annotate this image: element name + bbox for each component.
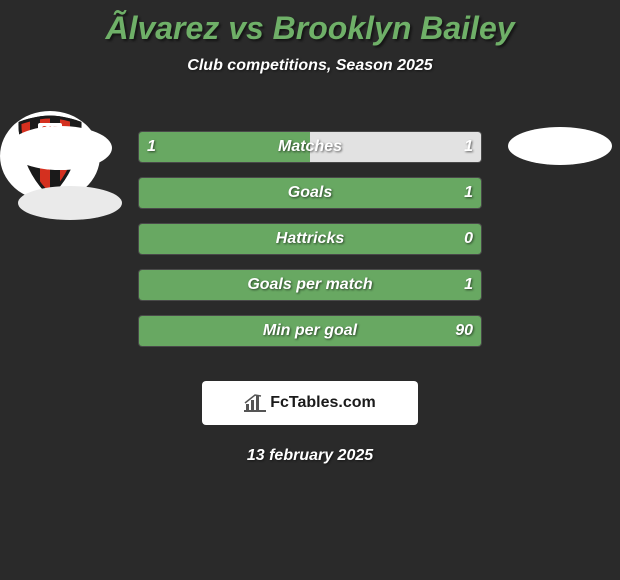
stat-value-right: 90 (455, 322, 473, 340)
stat-value-left: 1 (147, 138, 156, 156)
page-title: Ãlvarez vs Brooklyn Bailey (0, 10, 620, 47)
date-label: 13 february 2025 (0, 447, 620, 465)
stat-label: Min per goal (263, 322, 357, 340)
stat-label: Goals per match (247, 276, 372, 294)
brand-label: FcTables.com (244, 394, 376, 412)
player-right-avatar (508, 127, 612, 165)
stat-label: Goals (288, 184, 332, 202)
stat-value-right: 1 (464, 184, 473, 202)
stat-row: 1 Matches 1 (138, 131, 482, 163)
stat-value-right: 1 (464, 138, 473, 156)
stat-row: Hattricks 0 (138, 223, 482, 255)
stats-area: CAP 1Matches1Goals1Hattricks0Goals per m… (0, 111, 620, 361)
stat-value-right: 0 (464, 230, 473, 248)
brand-text: FcTables.com (270, 394, 376, 412)
stat-label: Hattricks (276, 230, 344, 248)
brand-box[interactable]: FcTables.com (202, 381, 418, 425)
subtitle: Club competitions, Season 2025 (0, 57, 620, 75)
player-left-avatar (8, 126, 112, 170)
stat-row: Min per goal 90 (138, 315, 482, 347)
stat-row: Goals per match 1 (138, 269, 482, 301)
stat-label: Matches (278, 138, 342, 156)
bar-chart-icon (244, 394, 266, 412)
stat-row: Goals 1 (138, 177, 482, 209)
comparison-widget: Ãlvarez vs Brooklyn Bailey Club competit… (0, 0, 620, 475)
stat-value-right: 1 (464, 276, 473, 294)
stat-rows: 1 Matches 1 Goals 1 Hattricks 0 Goals per match… (138, 131, 482, 361)
club-left-avatar (18, 186, 122, 220)
